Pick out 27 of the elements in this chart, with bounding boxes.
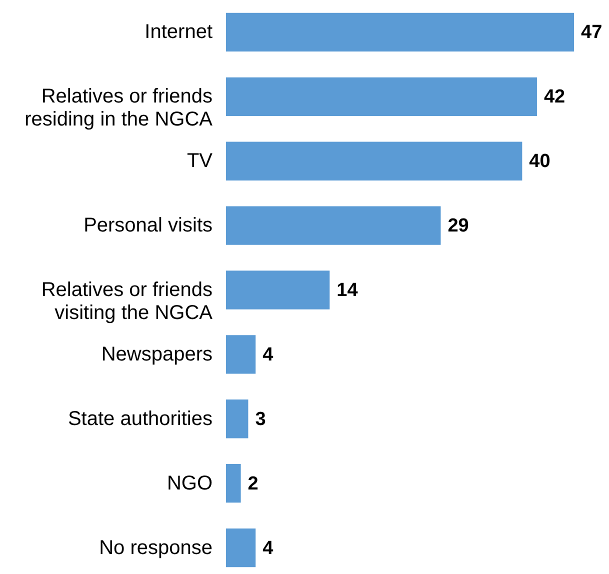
data-label: 4 xyxy=(262,344,274,366)
y-tick-label: NGO xyxy=(166,472,212,494)
data-label: 4 xyxy=(262,538,274,559)
bar xyxy=(226,77,537,116)
bar xyxy=(226,400,248,438)
data-label: 29 xyxy=(448,216,469,237)
bar xyxy=(226,528,256,568)
y-tick-label: Relatives or friends residing in the NGCA xyxy=(24,86,214,131)
bar xyxy=(226,335,256,374)
data-label: 14 xyxy=(336,280,358,301)
y-tick-label: TV xyxy=(186,150,214,172)
y-tick-label: Personal visits xyxy=(84,214,212,237)
data-label: 2 xyxy=(248,473,258,494)
bar xyxy=(226,464,241,503)
data-label: 40 xyxy=(529,151,550,172)
y-tick-label: No response xyxy=(99,536,212,559)
bar xyxy=(226,206,441,245)
y-tick-label: Relatives or friends visiting the NGCA xyxy=(41,279,214,324)
y-tick-label: Internet xyxy=(144,21,213,44)
bar xyxy=(226,12,574,52)
data-label: 47 xyxy=(581,22,602,44)
data-label: 3 xyxy=(255,408,266,430)
bar xyxy=(226,142,522,180)
y-tick-label: Newspapers xyxy=(101,343,212,366)
bar xyxy=(226,270,330,310)
data-label: 42 xyxy=(544,86,566,108)
y-tick-label: State authorities xyxy=(68,408,212,430)
